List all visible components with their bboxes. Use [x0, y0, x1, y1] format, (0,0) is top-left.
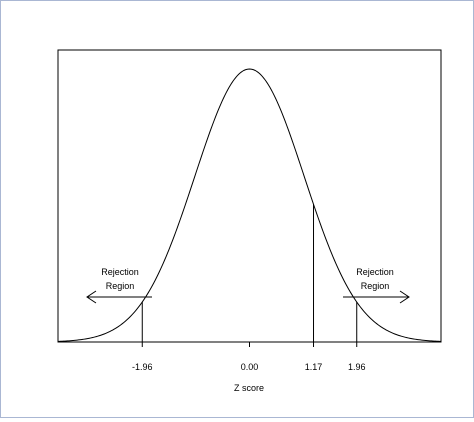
- x-ticks: -1.96 0.00 1.17 1.96: [132, 342, 366, 372]
- right-region-line2: Region: [361, 281, 390, 291]
- normal-curve: [57, 68, 442, 342]
- left-rejection-annotation: Rejection Region: [86, 267, 152, 304]
- x-tick-label-0: -1.96: [132, 362, 153, 372]
- x-tick-label-2: 1.17: [305, 362, 323, 372]
- plot-border: [57, 49, 442, 343]
- marker-lines: [141, 204, 358, 342]
- left-region-line2: Region: [106, 281, 135, 291]
- right-rejection-annotation: Rejection Region: [343, 267, 410, 304]
- right-arrow-head: [399, 290, 410, 304]
- left-region-line1: Rejection: [101, 267, 139, 277]
- x-tick-label-3: 1.96: [348, 362, 366, 372]
- x-axis-label: Z score: [234, 383, 264, 393]
- right-region-line1: Rejection: [356, 267, 394, 277]
- left-arrow-head: [86, 290, 97, 304]
- x-tick-label-1: 0.00: [241, 362, 259, 372]
